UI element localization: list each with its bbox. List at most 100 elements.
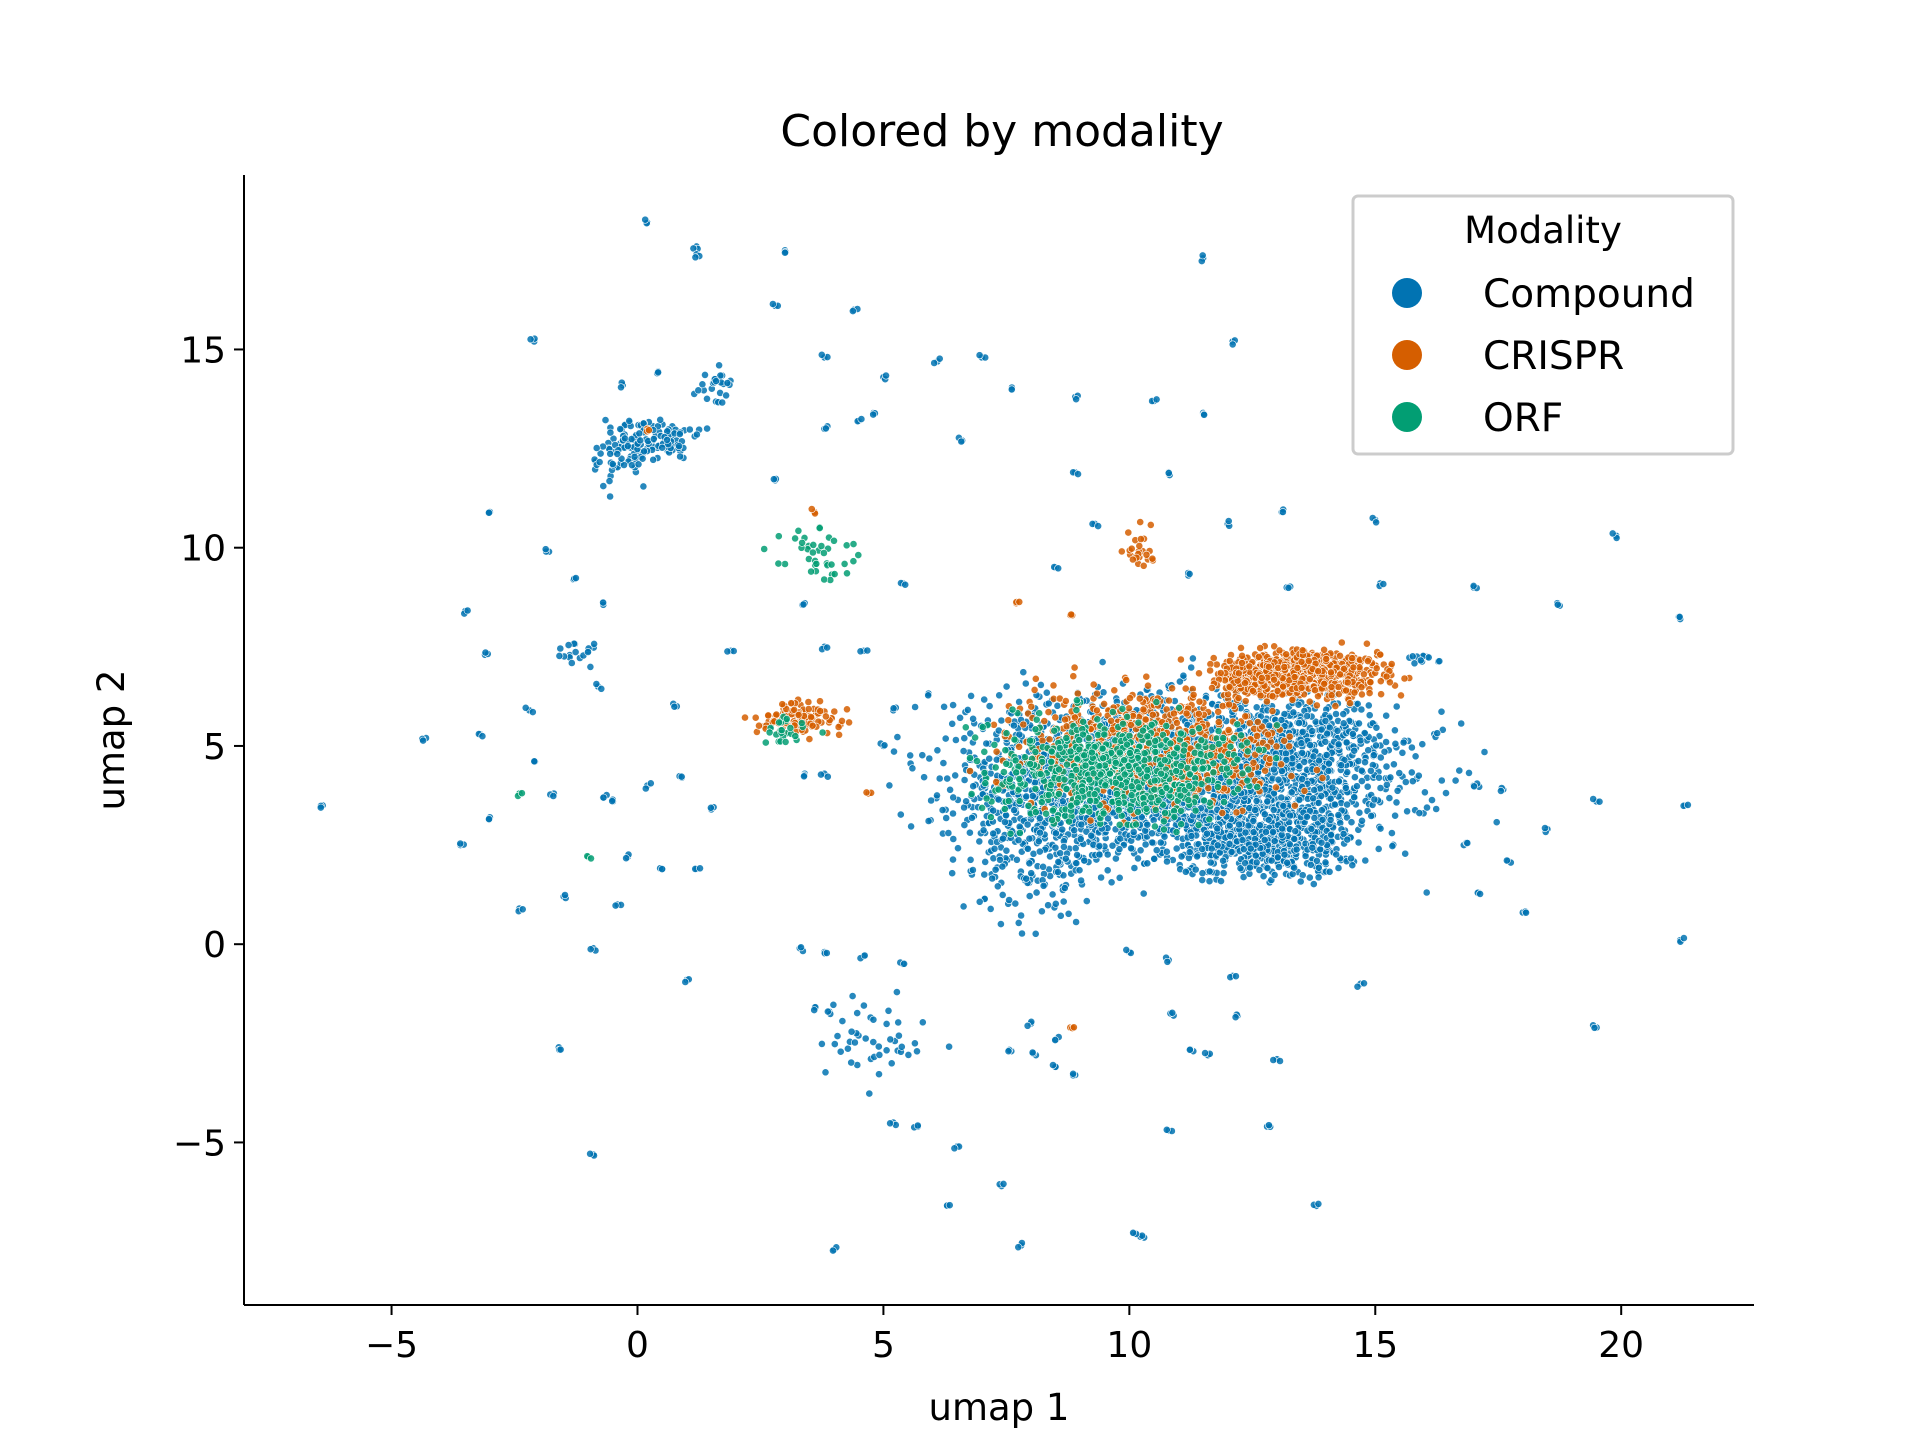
- data-point: [1094, 522, 1102, 530]
- data-point: [1276, 1057, 1284, 1065]
- data-point: [1054, 858, 1063, 866]
- data-point: [1249, 828, 1258, 837]
- data-point: [1317, 838, 1326, 847]
- data-point: [1015, 698, 1023, 706]
- data-point: [1306, 860, 1315, 869]
- data-point: [675, 430, 684, 438]
- data-point: [1608, 529, 1617, 538]
- data-point: [1014, 836, 1023, 845]
- data-point: [1435, 657, 1444, 666]
- data-point: [1283, 858, 1292, 867]
- data-point: [676, 452, 684, 461]
- data-point: [1072, 395, 1080, 404]
- data-point: [592, 444, 601, 452]
- data-point: [959, 902, 968, 911]
- data-point: [1148, 838, 1157, 847]
- data-point: [895, 1031, 903, 1040]
- data-point: [1198, 876, 1207, 884]
- data-point: [463, 606, 472, 615]
- data-point: [1680, 934, 1688, 942]
- data-point: [599, 482, 608, 490]
- data-point: [1387, 660, 1396, 668]
- data-point: [1455, 766, 1464, 775]
- data-point: [1391, 739, 1400, 748]
- data-point: [1382, 672, 1391, 681]
- data-point: [1201, 1049, 1209, 1057]
- data-point: [869, 1015, 878, 1024]
- data-point: [1187, 832, 1196, 840]
- data-point: [1289, 708, 1298, 717]
- data-point: [1317, 725, 1326, 734]
- data-point: [824, 1007, 832, 1016]
- data-point: [949, 835, 958, 843]
- data-point: [715, 361, 723, 370]
- data-point: [621, 434, 629, 443]
- data-point: [555, 652, 564, 660]
- data-point: [1198, 845, 1207, 853]
- data-point: [1393, 786, 1402, 795]
- data-point: [1401, 778, 1410, 786]
- data-point: [1039, 881, 1048, 890]
- data-point: [1296, 877, 1305, 886]
- data-point: [1267, 856, 1276, 865]
- data-point: [823, 643, 831, 652]
- data-point: [956, 713, 964, 722]
- data-point: [1076, 835, 1085, 843]
- data-point: [1316, 845, 1325, 854]
- data-point: [1249, 686, 1257, 695]
- data-point: [1051, 843, 1060, 852]
- data-point: [927, 796, 935, 805]
- data-point: [1322, 751, 1331, 759]
- data-point: [1675, 613, 1684, 621]
- data-point: [1262, 828, 1270, 836]
- data-point: [1162, 1125, 1171, 1134]
- data-point: [1181, 867, 1190, 876]
- data-point: [1172, 844, 1181, 853]
- data-point: [1260, 836, 1269, 844]
- data-point: [1206, 666, 1214, 675]
- data-point: [1025, 834, 1034, 843]
- data-point: [1343, 800, 1351, 809]
- data-point: [1382, 738, 1390, 746]
- data-point: [1442, 789, 1450, 797]
- data-point: [894, 1018, 903, 1027]
- data-point: [817, 770, 825, 779]
- data-point: [1311, 686, 1319, 695]
- data-point: [1324, 767, 1333, 775]
- data-point: [1380, 747, 1389, 756]
- data-point: [1321, 858, 1330, 867]
- data-point: [1275, 646, 1284, 655]
- data-point: [1238, 659, 1246, 667]
- data-point: [1252, 858, 1261, 867]
- data-point: [1058, 825, 1067, 834]
- data-point: [1390, 760, 1398, 769]
- data-point: [622, 854, 630, 863]
- data-point: [1279, 508, 1287, 516]
- data-point: [1356, 736, 1365, 745]
- data-point: [1074, 470, 1082, 478]
- data-point: [946, 785, 954, 794]
- data-point: [1339, 719, 1348, 728]
- data-point: [1225, 840, 1234, 848]
- data-point: [1332, 710, 1340, 718]
- data-point: [990, 844, 999, 853]
- data-point: [861, 1034, 870, 1043]
- data-point: [1317, 792, 1326, 800]
- data-point: [1421, 788, 1429, 797]
- data-point: [1179, 671, 1188, 680]
- data-point: [848, 992, 857, 1000]
- data-point: [1416, 656, 1425, 665]
- data-point: [1064, 909, 1073, 918]
- data-point: [886, 1119, 894, 1128]
- data-point: [1291, 827, 1300, 836]
- data-point: [1278, 767, 1286, 775]
- chart-title: Colored by modality: [780, 106, 1223, 157]
- data-point: [847, 1027, 856, 1036]
- data-point: [833, 1032, 842, 1040]
- data-point: [1314, 667, 1323, 676]
- data-point: [882, 1046, 891, 1055]
- data-point: [1275, 863, 1283, 871]
- data-point: [1438, 725, 1447, 734]
- data-point: [1279, 802, 1288, 810]
- data-point: [952, 736, 960, 744]
